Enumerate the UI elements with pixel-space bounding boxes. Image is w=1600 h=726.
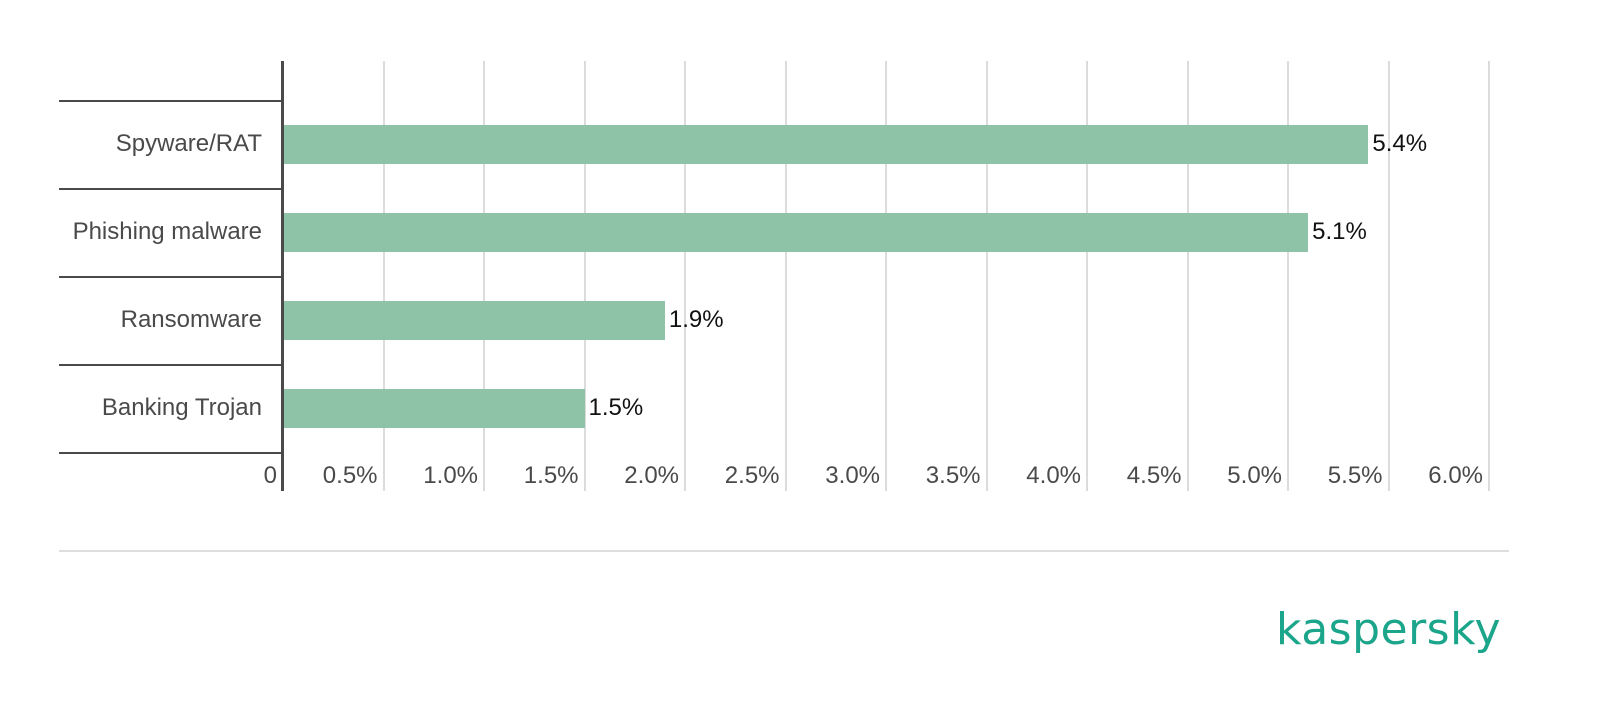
value-label: 5.1% xyxy=(1312,218,1367,245)
row-separator xyxy=(59,452,281,454)
gridline xyxy=(885,61,887,491)
x-tick-label: 3.0% xyxy=(825,462,880,489)
x-tick-label: 0.5% xyxy=(322,462,378,489)
x-tick-label: 2.5% xyxy=(724,462,780,489)
x-tick-label: 5.0% xyxy=(1227,462,1282,489)
row-separator xyxy=(59,276,281,278)
gridline xyxy=(1186,61,1189,491)
row-separator xyxy=(59,100,281,102)
kaspersky-logo: kaspersky xyxy=(1276,604,1502,655)
bar xyxy=(284,125,1369,164)
x-tick-label: 3.5% xyxy=(925,462,981,489)
x-tick-label: 1.5% xyxy=(523,462,579,489)
gridline xyxy=(784,61,787,491)
row-separator xyxy=(59,364,281,366)
bar xyxy=(284,301,665,340)
category-label: Ransomware xyxy=(120,306,262,333)
gridline xyxy=(684,61,686,491)
row-separator xyxy=(59,188,281,190)
footer-divider xyxy=(59,550,1509,552)
x-tick-label: 2.0% xyxy=(624,462,679,489)
category-label: Phishing malware xyxy=(72,218,262,245)
x-tick-label: 6.0% xyxy=(1428,462,1483,489)
value-label: 1.5% xyxy=(588,394,644,421)
gridline xyxy=(583,61,586,491)
x-tick-label: 1.0% xyxy=(423,462,478,489)
gridline xyxy=(1387,61,1390,491)
value-label: 5.4% xyxy=(1372,130,1428,157)
x-tick-label: 5.5% xyxy=(1327,462,1383,489)
x-tick-label: 4.5% xyxy=(1126,462,1182,489)
gridline xyxy=(1086,61,1088,491)
category-label: Spyware/RAT xyxy=(115,130,262,157)
gridline xyxy=(483,61,485,491)
gridline xyxy=(985,61,988,491)
bar xyxy=(284,213,1309,252)
gridline xyxy=(382,61,385,491)
value-label: 1.9% xyxy=(668,306,724,333)
x-tick-label: 4.0% xyxy=(1026,462,1081,489)
category-label: Banking Trojan xyxy=(101,394,262,421)
y-axis-line xyxy=(281,61,284,491)
gridline xyxy=(1287,61,1289,491)
gridline xyxy=(1488,61,1490,491)
bar xyxy=(284,389,585,428)
x-tick-label: 0 xyxy=(263,462,277,489)
